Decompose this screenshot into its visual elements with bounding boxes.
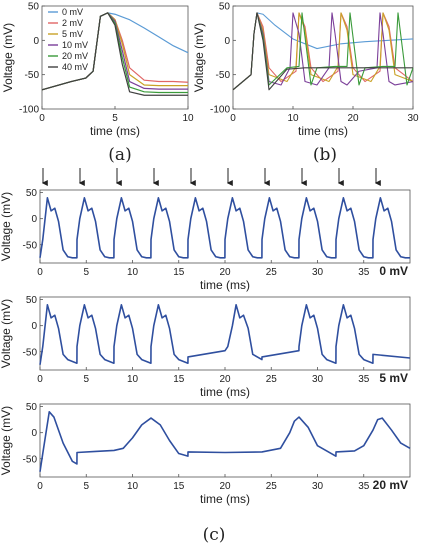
panel-b-caption: (b) bbox=[313, 145, 337, 165]
panel-a-legend-label: 2 mV bbox=[62, 18, 83, 28]
panel-c2-xtick-label: 5 bbox=[83, 374, 89, 385]
panel-c1-xtick-label: 25 bbox=[266, 267, 278, 278]
panel-c1-xtick-label: 35 bbox=[358, 267, 370, 278]
panel-c2-condition-label: 5 mV bbox=[379, 371, 408, 385]
panel-c2-xtick-label: 0 bbox=[37, 374, 43, 385]
panel-c2-xtick-label: 10 bbox=[127, 374, 139, 385]
panel-b-ylabel: Voltage (mV) bbox=[192, 23, 206, 92]
panel-a-series-40-mv bbox=[41, 12, 188, 96]
panel-a-ytick-label: -100 bbox=[19, 105, 39, 116]
panel-b-xtick-label: 20 bbox=[347, 113, 359, 124]
panel-c3-ytick-label: -50 bbox=[23, 454, 38, 465]
panel-c3-ytick-label: 50 bbox=[26, 402, 38, 413]
panel-c3-ylabel: Voltage (mV) bbox=[0, 406, 13, 475]
panel-c3-xtick-label: 5 bbox=[83, 481, 89, 492]
panel-b-ytick-label: 0 bbox=[224, 36, 230, 47]
panel-c3-xtick-label: 25 bbox=[266, 481, 278, 492]
panel-b-series-20-mv bbox=[232, 12, 414, 91]
panel-c3-xtick-label: 20 bbox=[219, 481, 231, 492]
panel-c2-ytick-label: -50 bbox=[23, 347, 38, 358]
panel-c1-ylabel: Voltage (mV) bbox=[0, 192, 13, 261]
panel-b-ytick-label: -50 bbox=[216, 70, 231, 81]
panel-a-legend-label: 10 mV bbox=[62, 40, 88, 50]
panel-c1-ytick-label: 0 bbox=[31, 214, 37, 225]
panel-a-xtick-label: 0 bbox=[39, 113, 45, 124]
panel-a-ytick-label: -50 bbox=[25, 70, 40, 81]
panel-c1-xtick-label: 30 bbox=[312, 267, 324, 278]
panel-c2-xtick-label: 15 bbox=[173, 374, 185, 385]
panel-c1-series-0 bbox=[39, 197, 410, 259]
panel-c2-xlabel: time (ms) bbox=[200, 385, 250, 399]
panel-b-frame bbox=[232, 5, 414, 110]
panel-c2-xtick-label: 25 bbox=[266, 374, 278, 385]
panel-c1-ytick-label: -50 bbox=[23, 240, 38, 251]
panel-c2-ytick-label: 50 bbox=[26, 295, 38, 306]
panel-a-ylabel: Voltage (mV) bbox=[1, 23, 15, 92]
panel-c2-xtick-label: 30 bbox=[312, 374, 324, 385]
panel-c3-series-0 bbox=[39, 411, 411, 472]
panel-a-ytick-label: 0 bbox=[33, 36, 39, 47]
panel-c1-ytick-label: 50 bbox=[26, 188, 38, 199]
panel-a-ytick-label: 50 bbox=[28, 2, 40, 13]
panel-b-ytick-label: -100 bbox=[210, 105, 230, 116]
panel-c3-xtick-label: 30 bbox=[312, 481, 324, 492]
panel-a-xlabel: time (ms) bbox=[90, 124, 140, 138]
panel-c3-xlabel: time (ms) bbox=[200, 492, 250, 506]
panel-b-ytick-label: 50 bbox=[219, 2, 231, 13]
panel-c2-xtick-label: 20 bbox=[219, 374, 231, 385]
panel-c3-frame bbox=[39, 403, 411, 478]
panel-a-xtick-label: 10 bbox=[182, 113, 194, 124]
panel-a-legend-label: 0 mV bbox=[62, 7, 83, 17]
panel-c3-xtick-label: 15 bbox=[173, 481, 185, 492]
panel-b-xlabel: time (ms) bbox=[298, 124, 348, 138]
panel-c2-frame bbox=[39, 296, 411, 371]
panel-c1-condition-label: 0 mV bbox=[379, 264, 408, 278]
panel-c2-series-0 bbox=[39, 304, 411, 365]
panel-b-xtick-label: 0 bbox=[230, 113, 236, 124]
panel-c3-xtick-label: 35 bbox=[358, 481, 370, 492]
panel-a-legend-label: 5 mV bbox=[62, 29, 83, 39]
panel-c-caption: (c) bbox=[203, 525, 226, 545]
panel-c1-xtick-label: 20 bbox=[219, 267, 231, 278]
panel-c3-xtick-label: 0 bbox=[37, 481, 43, 492]
panel-b-series-10-mv bbox=[232, 12, 414, 91]
panel-b-xtick-label: 30 bbox=[407, 113, 419, 124]
panel-c1-xtick-label: 15 bbox=[173, 267, 185, 278]
panel-c1-xtick-label: 10 bbox=[127, 267, 139, 278]
panel-c3-condition-label: 20 mV bbox=[373, 478, 408, 492]
panel-c2-ylabel: Voltage (mV) bbox=[0, 299, 13, 368]
panel-c3-xtick-label: 10 bbox=[127, 481, 139, 492]
panel-a-legend-label: 40 mV bbox=[62, 62, 88, 72]
panel-c1-xtick-label: 5 bbox=[83, 267, 89, 278]
panel-a-legend-label: 20 mV bbox=[62, 51, 88, 61]
panel-b-xtick-label: 10 bbox=[287, 113, 299, 124]
panel-a-caption: (a) bbox=[108, 145, 131, 165]
panel-c1-xtick-label: 0 bbox=[37, 267, 43, 278]
panel-a-xtick-label: 5 bbox=[112, 113, 118, 124]
panel-c3-ytick-label: 0 bbox=[31, 428, 37, 439]
panel-b-series-40-mv bbox=[232, 12, 413, 91]
panel-c1-xlabel: time (ms) bbox=[200, 278, 250, 292]
panel-c2-xtick-label: 35 bbox=[358, 374, 370, 385]
panel-c2-ytick-label: 0 bbox=[31, 321, 37, 332]
